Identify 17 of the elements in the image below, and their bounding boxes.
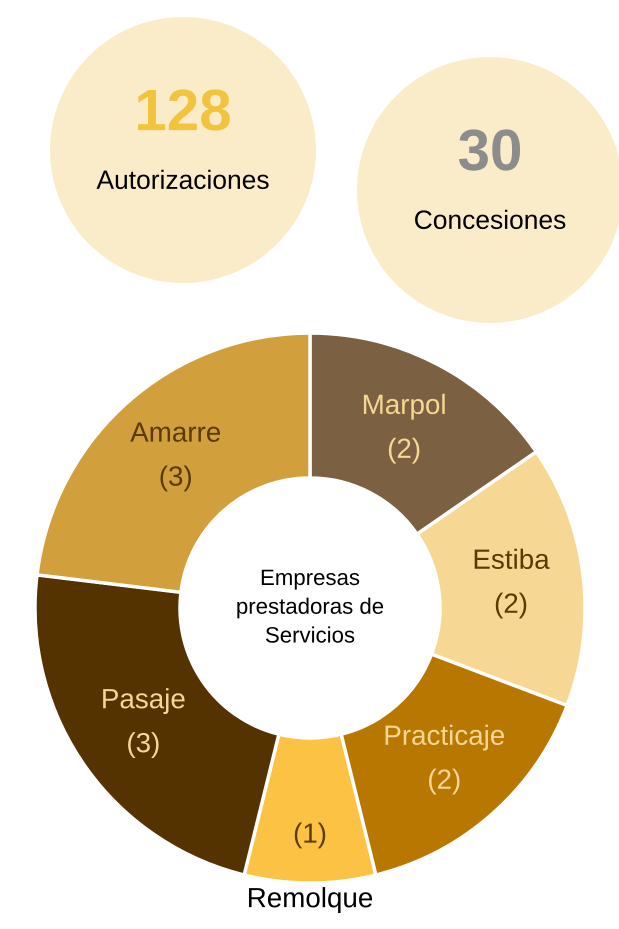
data-label: (1)	[294, 822, 326, 848]
text: Empresas prestadoras de Servicios	[237, 570, 384, 643]
text: 128	[138, 89, 230, 131]
slice-label: Marpol	[364, 394, 445, 420]
text: Autorizaciones	[96, 170, 269, 190]
data-label: (3)	[128, 732, 159, 758]
slice-label: Practicaje	[386, 724, 504, 751]
slice-label: Amarre	[130, 422, 220, 442]
text: Concesiones	[415, 210, 566, 230]
data-label: (2)	[429, 768, 460, 795]
slice-label: Pasaje	[103, 688, 185, 714]
data-label: (2)	[496, 592, 526, 619]
data-label: (3)	[160, 465, 191, 492]
slice-label: Remolque	[248, 887, 372, 913]
data-label: (2)	[388, 438, 420, 464]
slice-label: Estiba	[474, 548, 550, 570]
text: 30	[458, 129, 520, 171]
